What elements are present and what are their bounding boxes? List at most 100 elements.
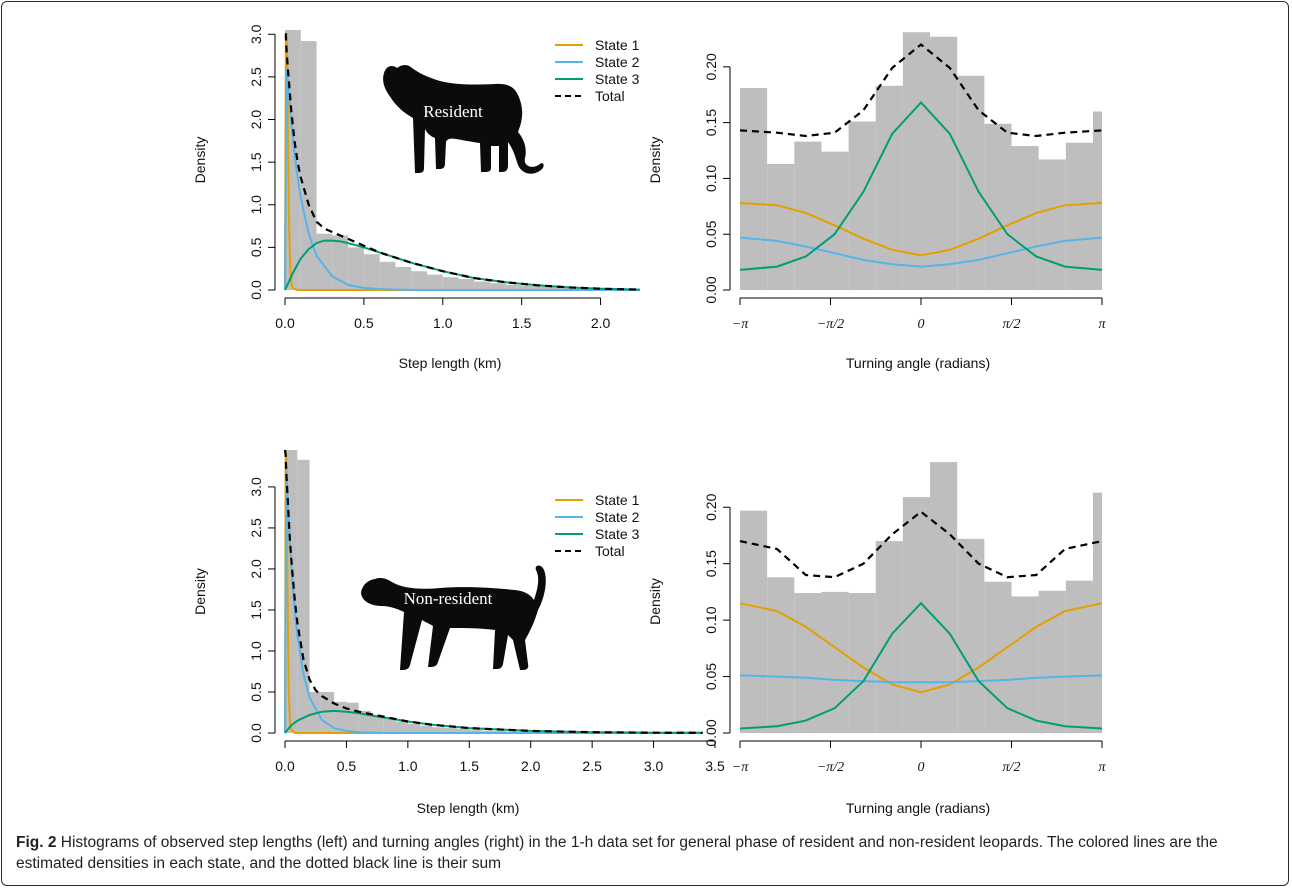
histogram-bar	[794, 593, 822, 733]
histogram-bar	[379, 261, 396, 290]
y-axis-label: Density	[192, 137, 208, 184]
histogram-bar	[505, 284, 522, 290]
x-axis: −π −π/2 0 π/2 π Turning angle (radians)	[732, 297, 1106, 371]
figure-charts: 0.0 0.5 1.0 1.5 2.0 Step length (km) 0.0 0.5 1.0…	[192, 24, 1106, 816]
y-tick-label: 0.15	[703, 109, 719, 136]
y-tick-label: 3.0	[248, 24, 264, 44]
leopard-walking-silhouette-icon	[361, 565, 546, 670]
histogram-bar	[481, 730, 494, 733]
histogram-bar	[1038, 159, 1066, 290]
histogram-bars	[739, 32, 1103, 291]
histogram-bar	[444, 728, 457, 733]
histogram-bars	[739, 462, 1103, 733]
series-line-state-3	[739, 601, 1103, 730]
x-tick-label: 0.0	[275, 758, 295, 774]
histogram-bar	[458, 278, 475, 290]
histogram-bar	[371, 714, 384, 733]
y-tick-label: 0.20	[703, 493, 719, 520]
histogram-bar	[821, 591, 849, 733]
y-tick-label: 0.05	[703, 663, 719, 690]
histogram-bar	[358, 710, 371, 733]
y-tick-label: 0.0	[248, 723, 264, 743]
histogram-bars	[285, 30, 633, 290]
y-axis: 0.0 0.5 1.0 1.5 2.0 2.5 3.0 Density	[192, 24, 276, 300]
histogram-bar	[457, 728, 470, 733]
y-tick-label: 0.00	[703, 276, 719, 303]
x-axis: −π −π/2 0 π/2 π Turning angle (radians)	[732, 740, 1106, 816]
histogram-bar	[930, 462, 958, 733]
series-line-total	[283, 449, 703, 734]
histogram-bar	[553, 287, 569, 290]
histogram-bar	[957, 75, 985, 291]
x-axis-label: Step length (km)	[417, 800, 520, 816]
histogram-bar	[395, 266, 412, 290]
x-tick-label: −π	[732, 760, 749, 775]
y-tick-label: 2.5	[248, 67, 264, 87]
x-tick-label: 0.5	[337, 758, 357, 774]
y-tick-label: 0.00	[703, 719, 719, 746]
histogram-bar	[474, 281, 491, 290]
x-tick-label: 0	[918, 317, 925, 332]
x-tick-label: −π/2	[817, 760, 844, 775]
legend-label: State 2	[595, 54, 640, 70]
histogram-bars	[285, 450, 703, 733]
histogram-bar	[346, 702, 359, 733]
series-line-state-1	[739, 202, 1103, 257]
x-axis-label: Turning angle (radians)	[846, 355, 990, 371]
x-tick-label: 1.5	[512, 315, 532, 331]
histogram-bar	[767, 163, 795, 290]
x-tick-label: π	[1098, 760, 1106, 775]
y-tick-label: 2.5	[248, 518, 264, 538]
x-tick-label: 0	[918, 760, 925, 775]
histogram-bar	[848, 593, 876, 733]
x-tick-label: 2.0	[591, 315, 611, 331]
legend-label: State 1	[595, 492, 640, 508]
histogram-bar	[407, 723, 421, 733]
legend-label: Total	[595, 88, 625, 104]
histogram-bar	[300, 41, 317, 290]
series-line-state-3	[739, 101, 1103, 271]
histogram-bar	[348, 247, 364, 290]
x-tick-label: 1.5	[460, 758, 480, 774]
x-axis: 0.0 0.5 1.0 1.5 2.0 2.5 3.0 3.5 Step length (km)	[275, 740, 725, 816]
y-tick-label: 0.10	[703, 606, 719, 633]
histogram-bar	[1065, 142, 1093, 290]
legend-label: State 2	[595, 509, 640, 525]
x-axis: 0.0 0.5 1.0 1.5 2.0 Step length (km)	[275, 297, 611, 371]
y-axis: 0.00 0.05 0.10 0.15 0.20 Density	[647, 493, 731, 747]
series-line-state-2	[284, 470, 703, 734]
leopard-standing-silhouette-icon	[383, 65, 544, 174]
histogram-bar	[902, 32, 931, 291]
y-tick-label: 1.0	[248, 195, 264, 215]
panel-resident-step: 0.0 0.5 1.0 1.5 2.0 Step length (km) 0.0 0.5 1.0…	[192, 24, 641, 371]
histogram-bar	[469, 729, 482, 733]
histogram-bar	[739, 88, 768, 290]
x-tick-label: 2.5	[582, 758, 602, 774]
y-axis-label: Density	[192, 568, 208, 615]
histogram-bar	[767, 577, 795, 733]
y-tick-label: 2.0	[248, 559, 264, 579]
histogram-bar	[1092, 111, 1103, 290]
caption-text: Histograms of observed step lengths (lef…	[16, 834, 1218, 872]
y-tick-label: 0.0	[248, 280, 264, 300]
silhouette-label: Non-resident	[404, 589, 493, 608]
y-tick-label: 1.5	[248, 152, 264, 172]
x-tick-label: 3.0	[644, 758, 664, 774]
histogram-bar	[432, 727, 445, 733]
y-tick-label: 1.5	[248, 600, 264, 620]
histogram-bar	[420, 725, 433, 733]
series-line-state-2	[739, 674, 1103, 684]
histogram-bar	[490, 283, 506, 290]
x-tick-label: π	[1098, 317, 1106, 332]
series-line-total	[284, 33, 641, 291]
legend-label: State 1	[595, 37, 640, 53]
x-tick-label: −π	[732, 317, 749, 332]
x-tick-label: π/2	[1003, 317, 1021, 332]
caption-label: Fig. 2	[16, 834, 57, 851]
histogram-bar	[521, 285, 538, 290]
